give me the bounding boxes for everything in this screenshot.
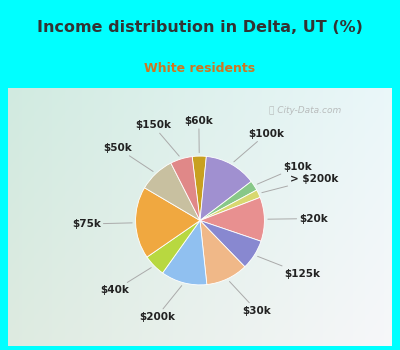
Text: $40k: $40k (100, 268, 151, 295)
Wedge shape (171, 156, 200, 220)
Wedge shape (200, 181, 257, 220)
Text: $125k: $125k (258, 256, 320, 279)
Wedge shape (200, 156, 251, 220)
Wedge shape (147, 220, 200, 273)
Text: ⓒ City-Data.com: ⓒ City-Data.com (269, 106, 341, 115)
Wedge shape (200, 220, 261, 267)
Wedge shape (144, 163, 200, 220)
Wedge shape (192, 156, 206, 220)
Wedge shape (136, 188, 200, 257)
Text: $30k: $30k (230, 281, 271, 315)
Text: $60k: $60k (184, 116, 213, 153)
Wedge shape (200, 220, 245, 285)
Text: $100k: $100k (234, 129, 284, 162)
Wedge shape (200, 197, 264, 241)
Text: Income distribution in Delta, UT (%): Income distribution in Delta, UT (%) (37, 21, 363, 35)
Wedge shape (200, 190, 260, 220)
Text: $50k: $50k (103, 143, 153, 171)
Text: $10k: $10k (257, 162, 312, 184)
Text: $20k: $20k (268, 214, 328, 224)
Text: $200k: $200k (139, 286, 182, 322)
Text: $75k: $75k (72, 219, 132, 229)
Text: $150k: $150k (135, 120, 179, 156)
Wedge shape (162, 220, 207, 285)
Text: White residents: White residents (144, 62, 256, 75)
Text: > $200k: > $200k (262, 174, 339, 192)
